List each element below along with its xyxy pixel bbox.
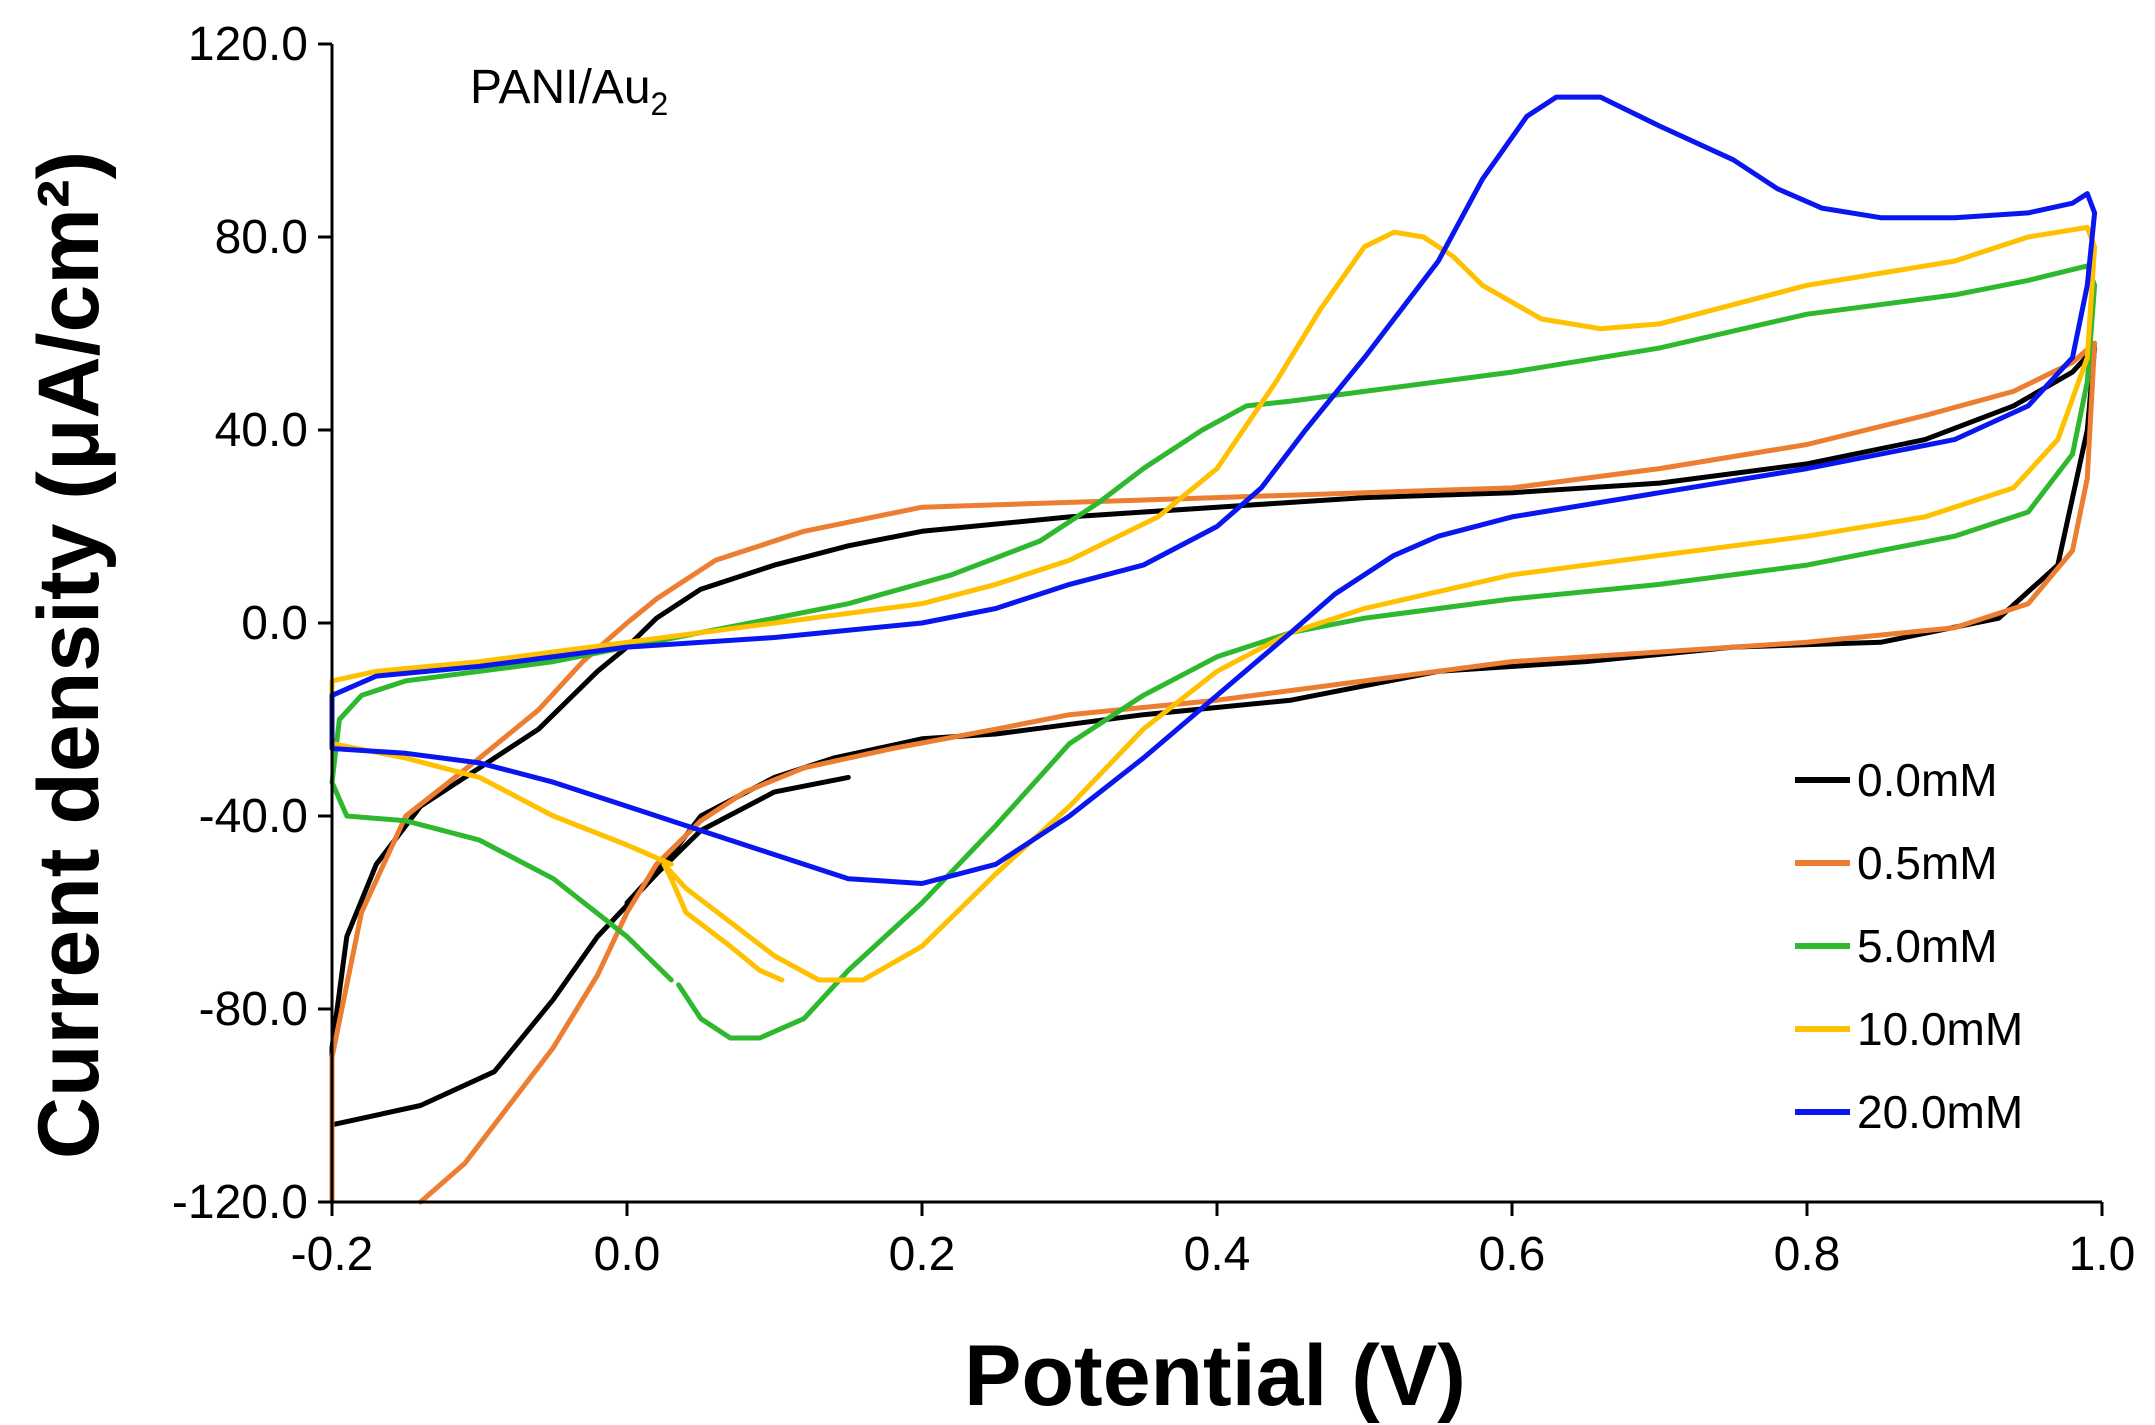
- y-tick-label: 120.0: [188, 18, 308, 71]
- x-tick-label: -0.2: [291, 1228, 374, 1281]
- x-tick-label: 1.0: [2069, 1228, 2136, 1281]
- y-axis-title: Current density (μA/cm²): [21, 151, 117, 1159]
- legend: 0.0mM 0.5mM 5.0mM 10.0mM 20.0mM: [1795, 754, 2023, 1138]
- legend-label-2: 5.0mM: [1857, 920, 1998, 972]
- x-tick-label: 0.8: [1774, 1228, 1841, 1281]
- y-tick-label: 0.0: [241, 597, 308, 650]
- annotation-label: PANI/Au2: [470, 61, 668, 122]
- legend-label-3: 10.0mM: [1857, 1003, 2023, 1055]
- tick-labels: -120.0 -80.0 -40.0 0.0 40.0 80.0 120.0 -0.2 0.0 0…: [172, 18, 2135, 1281]
- annotation-subscript: 2: [651, 86, 669, 122]
- x-tick-label: 0.0: [594, 1228, 661, 1281]
- axes: [318, 42, 2104, 1216]
- series-line-3: [329, 224, 2098, 983]
- legend-label-4: 20.0mM: [1857, 1086, 2023, 1138]
- series-line-4: [329, 94, 2098, 886]
- legend-label-0: 0.0mM: [1857, 754, 1998, 806]
- x-tick-label: 0.4: [1184, 1228, 1251, 1281]
- x-axis-title: Potential (V): [964, 1328, 1466, 1424]
- series-curves: [329, 94, 2098, 1205]
- y-tick-label: 40.0: [215, 404, 308, 457]
- series-line-2: [329, 263, 2098, 1041]
- x-tick-label: 0.2: [889, 1228, 956, 1281]
- y-tick-label: -120.0: [172, 1176, 308, 1229]
- y-tick-label: -80.0: [199, 983, 308, 1036]
- y-tick-label: -40.0: [199, 790, 308, 843]
- y-tick-label: 80.0: [215, 211, 308, 264]
- x-tick-label: 0.6: [1479, 1228, 1546, 1281]
- series-line-1: [329, 340, 2098, 1205]
- legend-label-1: 0.5mM: [1857, 837, 1998, 889]
- annotation-main: PANI/Au: [470, 61, 651, 114]
